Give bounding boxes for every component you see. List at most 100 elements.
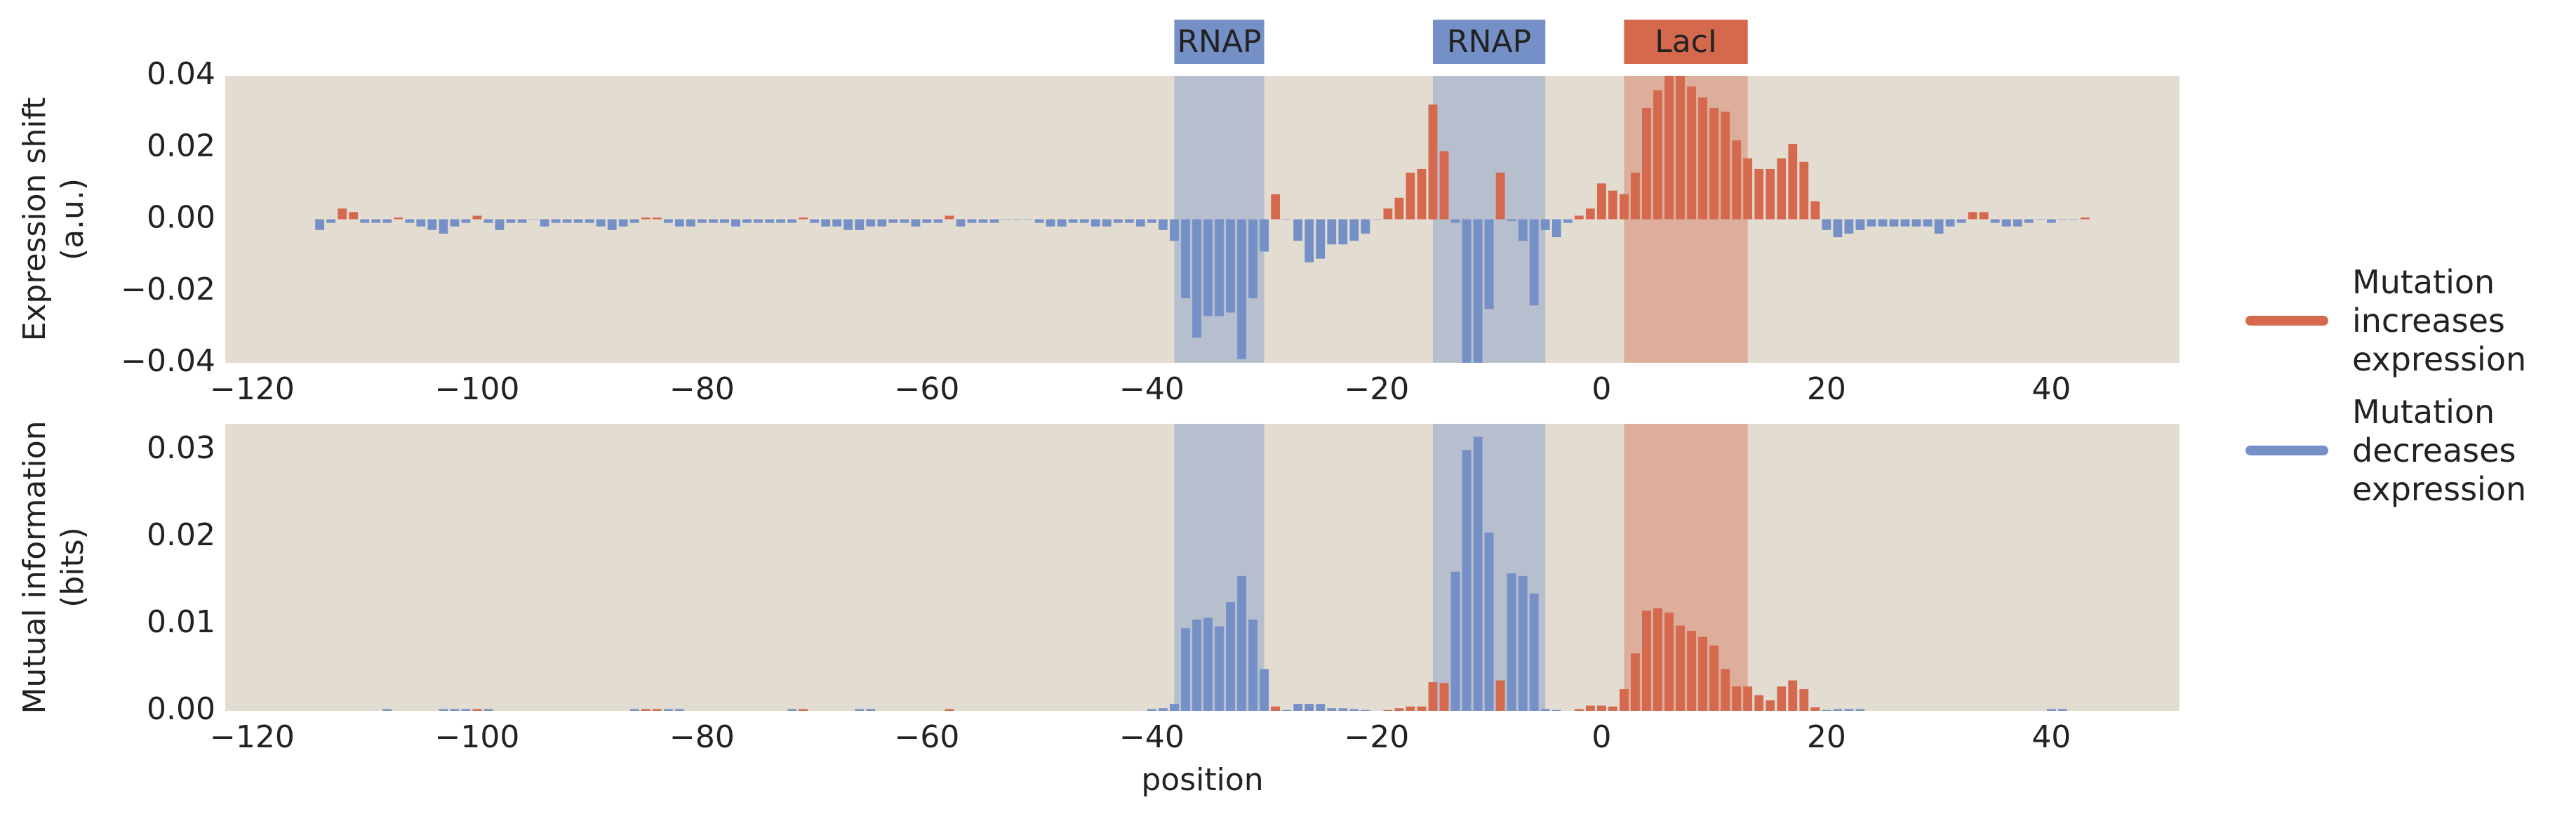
bar <box>2069 711 2078 712</box>
bar <box>1968 212 1977 220</box>
bar <box>1754 168 1764 220</box>
bar <box>731 711 740 712</box>
bar <box>1709 108 1719 220</box>
bar <box>1102 219 1112 227</box>
bar <box>1046 219 1055 227</box>
bar <box>956 219 966 227</box>
legend-item: Mutation decreases expression <box>2245 393 2568 523</box>
bar <box>933 219 943 223</box>
bar <box>450 709 460 711</box>
bar <box>1170 219 1179 241</box>
bar <box>1777 158 1787 220</box>
bar <box>1147 709 1156 711</box>
bar <box>1237 219 1246 359</box>
bar <box>2081 711 2090 712</box>
bar <box>1777 686 1787 711</box>
bar <box>888 219 898 223</box>
plot-background <box>225 424 2180 711</box>
bar <box>1349 219 1359 241</box>
bar <box>1024 711 1033 712</box>
region-label: RNAP <box>1177 24 1261 60</box>
bar <box>1822 709 1831 711</box>
bar <box>1810 707 1820 711</box>
bar <box>1968 711 1977 712</box>
bar <box>709 219 718 223</box>
bar <box>1439 683 1449 711</box>
bar <box>2080 217 2090 220</box>
bar <box>483 219 493 223</box>
bar <box>1226 219 1235 313</box>
bar <box>776 711 785 712</box>
bar <box>674 219 684 227</box>
bar <box>2002 711 2011 712</box>
bar <box>1394 708 1404 711</box>
bar <box>1450 219 1460 223</box>
bar <box>1383 208 1393 220</box>
bar <box>607 219 617 230</box>
bar <box>2036 711 2045 712</box>
bar <box>1923 219 1933 227</box>
bar <box>1057 219 1067 227</box>
bar <box>371 219 381 223</box>
bars <box>315 76 2090 363</box>
bar <box>765 219 774 223</box>
bar <box>754 219 763 223</box>
region-label: LacI <box>1655 24 1717 60</box>
bar <box>1799 689 1809 711</box>
bar <box>1833 709 1843 711</box>
y-tick-label: 0.02 <box>147 128 215 163</box>
bar <box>1596 705 1606 711</box>
bar <box>1957 711 1966 712</box>
bar <box>1462 450 1471 711</box>
bar <box>416 711 425 712</box>
bar <box>1338 219 1348 245</box>
bar <box>574 711 583 712</box>
bar <box>1935 711 1944 712</box>
bar <box>1203 618 1213 711</box>
bar <box>698 219 707 223</box>
bar <box>843 711 853 712</box>
legend-label: Mutation increases expression <box>2352 263 2527 378</box>
bar <box>1428 104 1438 220</box>
x-tick-label: −100 <box>435 371 520 407</box>
x-tick-label: 20 <box>1807 371 1846 407</box>
bar <box>978 219 988 223</box>
bar <box>1293 219 1303 241</box>
bar <box>2024 711 2034 712</box>
bar <box>1698 636 1707 711</box>
bar <box>1551 219 1561 238</box>
bar <box>1878 711 1888 712</box>
bar <box>518 711 527 712</box>
bar <box>1878 219 1888 227</box>
plot-background <box>225 76 2180 363</box>
bar <box>686 219 695 227</box>
bar <box>1676 625 1685 711</box>
bar <box>1417 168 1427 220</box>
bar <box>1889 219 1899 227</box>
bar <box>394 217 403 220</box>
y-axis-label: Mutual information <box>17 420 53 714</box>
bar <box>427 711 436 712</box>
bar <box>1855 709 1865 711</box>
bar <box>1237 575 1246 711</box>
bar <box>641 709 650 711</box>
bar <box>1226 602 1235 711</box>
bar <box>1754 695 1764 711</box>
x-tick-label: −40 <box>1119 719 1184 755</box>
bar <box>495 711 505 712</box>
x-tick-label: −120 <box>210 719 295 755</box>
bar <box>1293 704 1303 711</box>
y-tick-label: −0.04 <box>121 343 215 379</box>
bar <box>349 212 359 220</box>
bar <box>1001 711 1010 712</box>
bar <box>629 219 639 223</box>
bar <box>1192 619 1201 711</box>
bar <box>1338 708 1348 711</box>
bar <box>1529 219 1539 306</box>
bar <box>1248 619 1258 711</box>
bar <box>821 219 831 227</box>
bar <box>652 217 662 220</box>
bar <box>483 709 493 711</box>
bar <box>1855 219 1865 230</box>
bar <box>1316 704 1326 711</box>
